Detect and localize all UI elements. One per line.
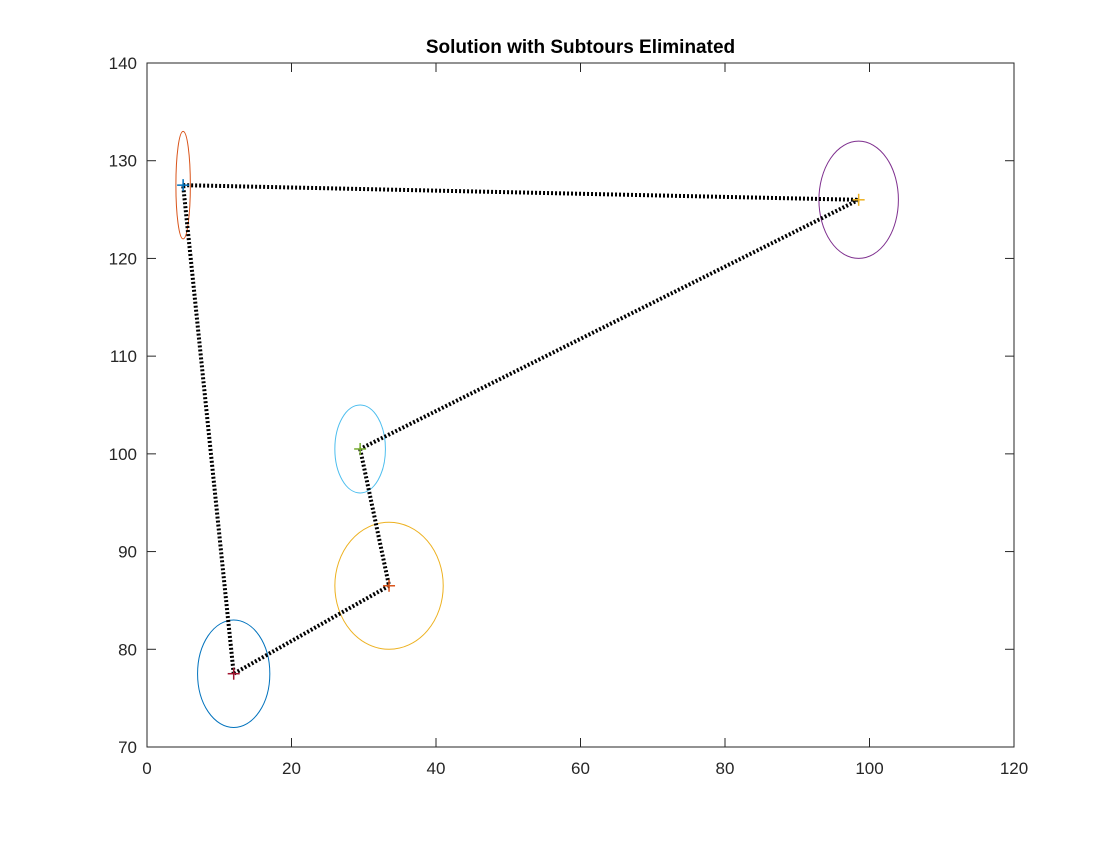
x-tick-label: 100: [855, 759, 883, 778]
y-tick-label: 110: [110, 347, 137, 366]
point-marker-2: [852, 193, 865, 206]
radius-circle-4: [818, 140, 899, 259]
radius-circle-5: [334, 404, 386, 494]
tour-segment-2: [359, 198, 860, 451]
tour-segment-4: [232, 584, 391, 676]
y-tick-label: 140: [109, 54, 137, 73]
radius-circle-3: [334, 521, 444, 650]
y-tick-label: 70: [118, 738, 137, 757]
point-marker-4: [383, 579, 396, 592]
point-marker-1: [177, 179, 190, 192]
point-marker-3: [354, 442, 367, 455]
x-tick-label: 20: [282, 759, 301, 778]
point-marker-5: [227, 667, 240, 680]
tour-layer: [181, 183, 860, 676]
chart-title: Solution with Subtours Eliminated: [426, 37, 735, 58]
tour-segment-3: [358, 448, 391, 587]
tour-segment-5: [181, 184, 236, 674]
circles-layer: [175, 130, 899, 728]
y-tick-label: 120: [109, 249, 137, 268]
y-tick-label: 90: [118, 543, 137, 562]
points-layer: [177, 179, 865, 680]
y-tick-label: 80: [118, 640, 137, 659]
x-tick-label: 60: [571, 759, 590, 778]
y-tick-label: 130: [109, 152, 137, 171]
y-tick-label: 100: [109, 445, 137, 464]
x-tick-label: 0: [142, 759, 151, 778]
x-tick-label: 120: [1000, 759, 1028, 778]
ticks-layer: 0 20 40 60 80 100 120 70 80 90 100 110 120 130 140: [109, 54, 1029, 778]
radius-circle-2: [175, 130, 191, 240]
axes-box: [146, 62, 1015, 748]
x-tick-label: 80: [716, 759, 735, 778]
radius-circle-1: [197, 619, 271, 728]
tour-segment-1: [183, 183, 859, 202]
x-tick-label: 40: [427, 759, 446, 778]
